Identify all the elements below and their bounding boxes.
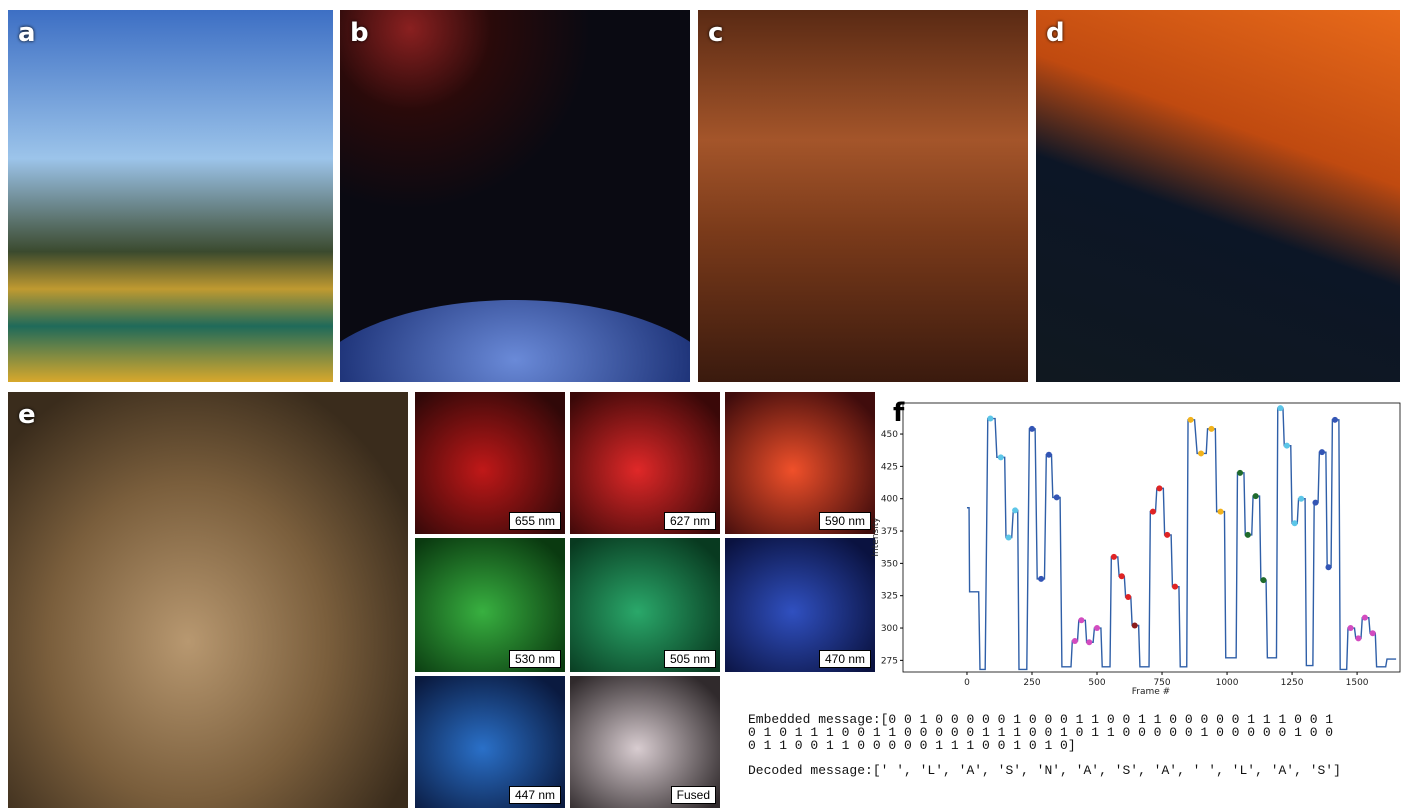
tile: 590 nm xyxy=(725,392,875,534)
panel-label: b xyxy=(350,18,369,48)
tile: 655 nm xyxy=(415,392,565,534)
panel-label: e xyxy=(18,400,36,430)
tile-label: 470 nm xyxy=(818,650,871,668)
marker xyxy=(1361,614,1368,621)
y-tick-label: 375 xyxy=(881,527,898,537)
photo-e: e xyxy=(8,392,408,808)
panel-label: f xyxy=(893,398,905,428)
marker xyxy=(1125,593,1132,600)
x-tick-label: 0 xyxy=(964,678,970,688)
panel-label: d xyxy=(1046,18,1065,48)
marker xyxy=(1131,622,1138,629)
marker xyxy=(1012,507,1019,514)
x-tick-label: 250 xyxy=(1023,678,1040,688)
photo-a: a xyxy=(8,10,333,382)
marker xyxy=(1164,531,1171,538)
bits: 0 1 1 0 0 1 1 0 0 0 0 0 1 1 1 0 0 1 0 1 … xyxy=(748,738,1076,753)
y-tick-label: 400 xyxy=(881,495,898,505)
marker xyxy=(1208,425,1215,432)
tile: 470 nm xyxy=(725,538,875,672)
tile-label: Fused xyxy=(670,786,716,804)
marker xyxy=(1217,508,1224,515)
marker xyxy=(1094,625,1101,632)
marker xyxy=(987,415,994,422)
tile-label: 530 nm xyxy=(508,650,561,668)
bits: 0 1 0 1 1 1 0 0 1 1 0 0 0 0 0 1 1 1 0 0 … xyxy=(748,725,1334,740)
y-tick-label: 350 xyxy=(881,559,898,569)
panel-label: a xyxy=(18,18,36,48)
marker xyxy=(1355,635,1362,642)
y-tick-label: 425 xyxy=(881,462,898,472)
marker xyxy=(1347,625,1354,632)
tile-label: 590 nm xyxy=(818,512,871,530)
marker xyxy=(1237,469,1244,476)
marker xyxy=(1156,485,1163,492)
marker xyxy=(1071,637,1078,644)
y-tick-label: 300 xyxy=(881,624,898,634)
chart: Intensity Frame # 275 300 325 350 375 400 425 4… xyxy=(871,402,1401,697)
y-tick-label: 325 xyxy=(881,592,898,602)
photo-b: b xyxy=(340,10,690,382)
marker xyxy=(1369,630,1376,637)
marker xyxy=(1172,583,1179,590)
label: Decoded message: xyxy=(748,763,873,778)
y-axis-label: Intensity xyxy=(871,517,881,557)
marker xyxy=(1244,531,1251,538)
y-tick-label: 450 xyxy=(881,430,898,440)
tile: 530 nm xyxy=(415,538,565,672)
label: Embedded message: xyxy=(748,712,881,727)
x-tick-label: 500 xyxy=(1088,678,1105,688)
marker xyxy=(1078,617,1085,624)
marker xyxy=(1045,451,1052,458)
tile: 627 nm xyxy=(570,392,720,534)
decoded-message: Decoded message:[' ', 'L', 'A', 'S', 'N'… xyxy=(748,764,1341,777)
marker xyxy=(1298,495,1305,502)
photo-c: c xyxy=(698,10,1028,382)
marker xyxy=(1053,494,1060,501)
x-tick-label: 1000 xyxy=(1216,678,1239,688)
x-tick-label: 750 xyxy=(1153,678,1170,688)
x-tick-label: 1500 xyxy=(1346,678,1369,688)
data-line xyxy=(966,407,1397,671)
marker xyxy=(1283,442,1290,449)
marker xyxy=(1277,405,1284,412)
tile-label: 655 nm xyxy=(508,512,561,530)
tile: 447 nm xyxy=(415,676,565,808)
marker xyxy=(1291,520,1298,527)
marker xyxy=(997,454,1004,461)
photo-d: d xyxy=(1036,10,1400,382)
tile-label: 505 nm xyxy=(663,650,716,668)
tile: 505 nm xyxy=(570,538,720,672)
marker xyxy=(1325,564,1332,571)
bits: [0 0 1 0 0 0 0 0 1 0 0 0 1 1 0 0 1 1 0 0… xyxy=(880,712,1334,727)
tile-label: 447 nm xyxy=(508,786,561,804)
marker xyxy=(1028,425,1035,432)
marker xyxy=(1260,577,1267,584)
tile: Fused xyxy=(570,676,720,808)
x-axis-label: Frame # xyxy=(1132,687,1170,697)
x-tick-label: 1250 xyxy=(1281,678,1304,688)
y-tick-label: 275 xyxy=(881,656,898,666)
marker xyxy=(1149,508,1156,515)
marker xyxy=(1312,499,1319,506)
panel-label: c xyxy=(708,18,724,48)
marker xyxy=(1318,449,1325,456)
marker xyxy=(1331,416,1338,423)
plot-frame xyxy=(902,402,1401,673)
embedded-message: Embedded message:[0 0 1 0 0 0 0 0 1 0 0 … xyxy=(748,713,1333,726)
marker xyxy=(1198,450,1205,457)
tile-label: 627 nm xyxy=(663,512,716,530)
marker xyxy=(1005,534,1012,541)
marker xyxy=(1038,575,1045,582)
marker xyxy=(1187,416,1194,423)
decoded: [' ', 'L', 'A', 'S', 'N', 'A', 'S', 'A',… xyxy=(872,763,1341,778)
marker xyxy=(1086,639,1093,646)
marker xyxy=(1252,493,1259,500)
marker xyxy=(1118,573,1125,580)
marker xyxy=(1110,553,1117,560)
